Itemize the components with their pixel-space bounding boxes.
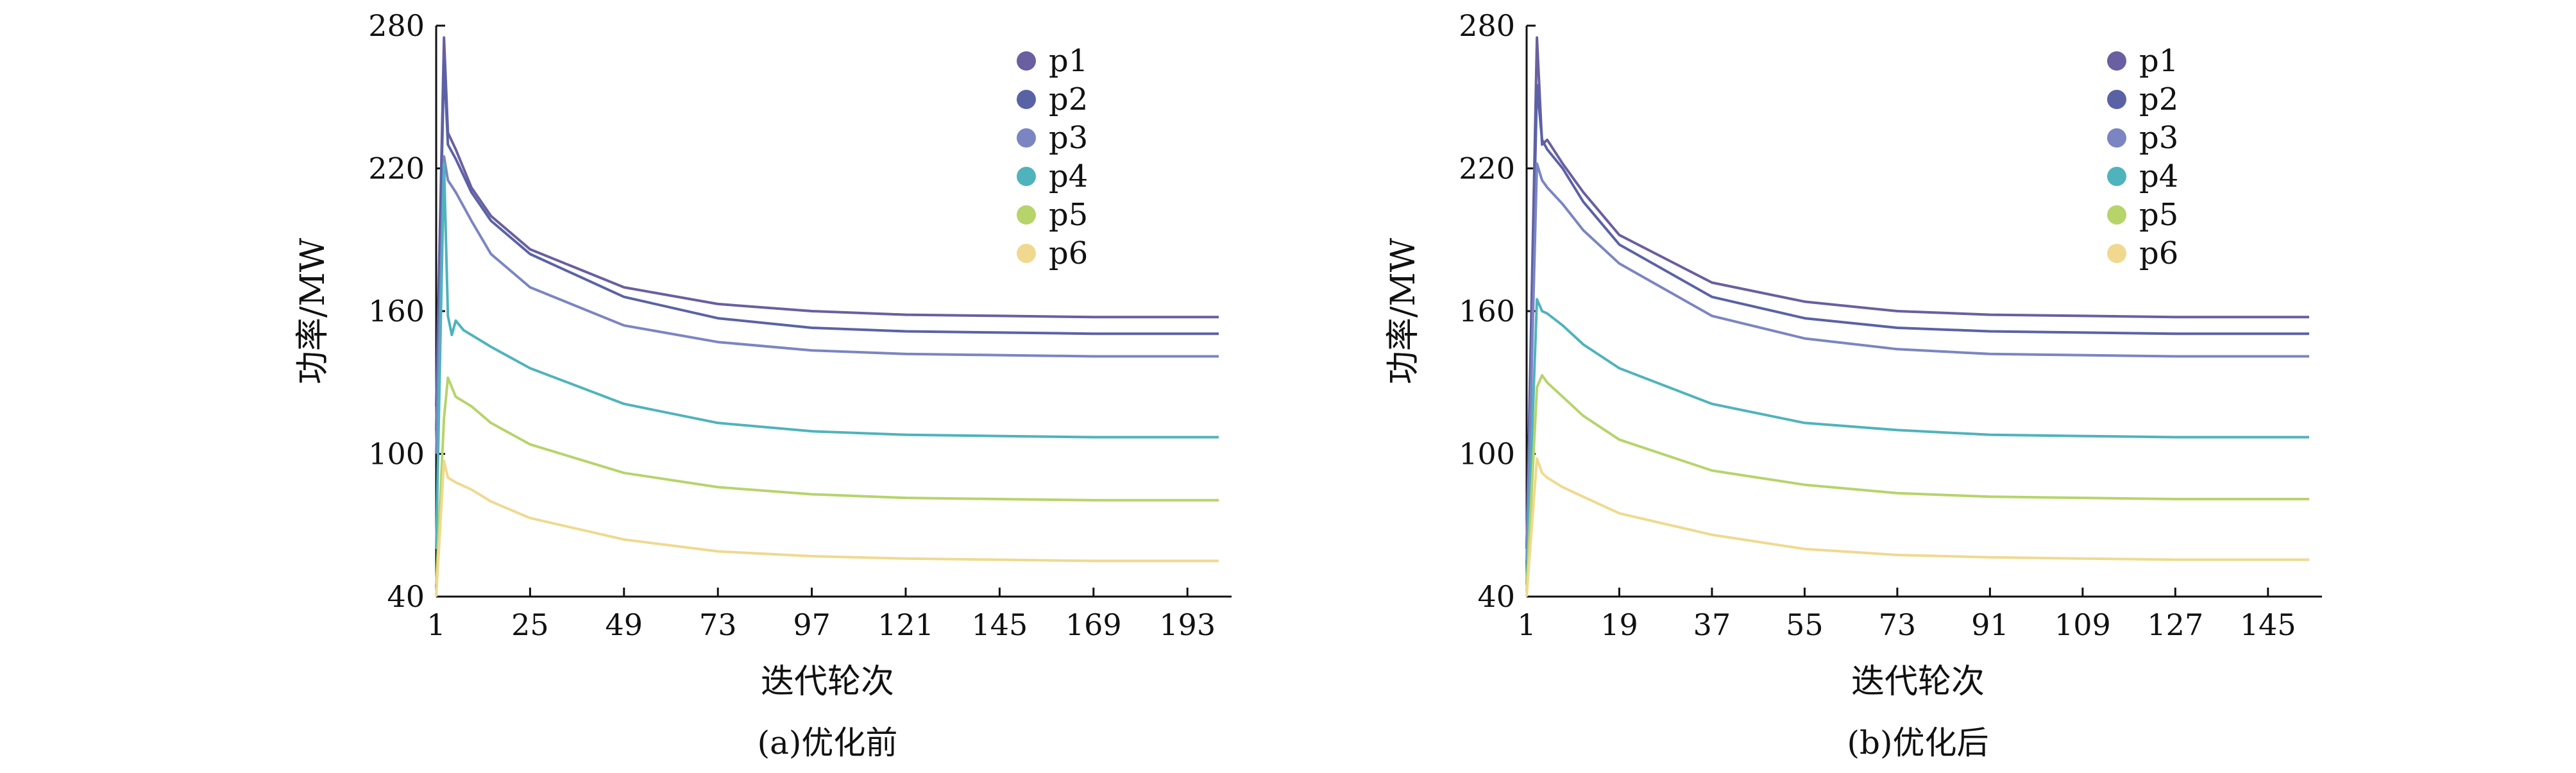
chart-panel-after: 40 100 160 220 280 1 19 37 55 73 91 109 127 145 迭代轮次 功率… bbox=[1366, 0, 2576, 773]
series-line-p6 bbox=[1525, 457, 2309, 597]
chart-panel-before: 40 100 160 220 280 1 25 49 73 97 121 145 169 193 迭代轮次 功… bbox=[276, 0, 1495, 773]
legend-label-p4: p4 bbox=[2139, 158, 2178, 194]
y-axis-label: 功率/MW bbox=[1384, 237, 1423, 384]
series-line-p2 bbox=[1525, 83, 2309, 549]
legend-marker-p3 bbox=[1017, 128, 1036, 148]
x-tick-label: 127 bbox=[2147, 607, 2203, 642]
series-line-p1 bbox=[1525, 36, 2309, 549]
legend-label-p6: p6 bbox=[2139, 235, 2178, 271]
y-tick-label: 160 bbox=[368, 294, 425, 328]
x-tick-label: 1 bbox=[427, 607, 445, 642]
legend-marker-p6 bbox=[2107, 244, 2126, 263]
chart-after: 40 100 160 220 280 1 19 37 55 73 91 109 127 145 迭代轮次 功率… bbox=[1384, 8, 2322, 761]
series-line-p3 bbox=[1525, 162, 2309, 561]
legend-label-p1: p1 bbox=[1049, 43, 1088, 79]
chart-caption: (b)优化后 bbox=[1847, 724, 1988, 761]
legend-label-p3: p3 bbox=[2139, 120, 2178, 156]
legend-marker-p5 bbox=[2107, 205, 2126, 225]
series-line-p5 bbox=[435, 376, 1219, 585]
chart-before: 40 100 160 220 280 1 25 49 73 97 121 145 169 193 迭代轮次 功… bbox=[294, 8, 1232, 761]
legend-label-p5: p5 bbox=[1049, 197, 1088, 233]
x-tick-label: 109 bbox=[2055, 607, 2111, 642]
legend-label-p2: p2 bbox=[2139, 81, 2178, 117]
legend-label-p5: p5 bbox=[2139, 197, 2178, 233]
legend-label-p2: p2 bbox=[1049, 81, 1088, 117]
legend-label-p3: p3 bbox=[1049, 120, 1088, 156]
y-tick-label: 40 bbox=[1477, 579, 1515, 614]
x-tick-label: 1 bbox=[1517, 607, 1536, 642]
series-line-p5 bbox=[1525, 374, 2309, 592]
y-tick-label: 220 bbox=[368, 151, 425, 186]
series-line-p4 bbox=[1525, 298, 2309, 585]
x-tick-label: 91 bbox=[1971, 607, 2009, 642]
x-tick-label: 121 bbox=[877, 607, 934, 642]
series-line-p6 bbox=[435, 459, 1219, 597]
x-axis-label: 迭代轮次 bbox=[761, 663, 894, 701]
x-tick-label: 169 bbox=[1065, 607, 1122, 642]
chart-caption: (a)优化前 bbox=[758, 724, 898, 761]
legend-marker-p1 bbox=[1017, 51, 1036, 71]
x-tick-label: 145 bbox=[2240, 607, 2296, 642]
legend-marker-p4 bbox=[1017, 167, 1036, 186]
y-tick-label: 40 bbox=[387, 579, 425, 614]
legend-label-p4: p4 bbox=[1049, 158, 1088, 194]
series-line-p1 bbox=[435, 36, 1219, 407]
series-line-p4 bbox=[435, 162, 1219, 549]
x-tick-label: 37 bbox=[1693, 607, 1731, 642]
legend-marker-p6 bbox=[1017, 244, 1036, 263]
legend-marker-p1 bbox=[2107, 51, 2126, 71]
y-tick-label: 280 bbox=[1459, 8, 1515, 43]
series-line-p3 bbox=[435, 155, 1219, 454]
x-tick-label: 49 bbox=[606, 607, 643, 642]
y-tick-label: 220 bbox=[1459, 151, 1515, 186]
legend-marker-p2 bbox=[1017, 90, 1036, 109]
legend-marker-p2 bbox=[2107, 90, 2126, 109]
legend-label-p1: p1 bbox=[2139, 43, 2178, 79]
series-line-p2 bbox=[435, 60, 1219, 430]
y-tick-label: 100 bbox=[368, 437, 425, 471]
legend-marker-p5 bbox=[1017, 205, 1036, 225]
legend-marker-p3 bbox=[2107, 128, 2126, 148]
x-tick-label: 145 bbox=[971, 607, 1028, 642]
y-tick-label: 280 bbox=[368, 8, 425, 43]
y-tick-label: 100 bbox=[1459, 437, 1515, 471]
y-tick-label: 160 bbox=[1459, 294, 1515, 328]
x-axis-label: 迭代轮次 bbox=[1851, 663, 1985, 701]
legend-marker-p4 bbox=[2107, 167, 2126, 186]
x-tick-label: 25 bbox=[511, 607, 549, 642]
x-tick-label: 73 bbox=[699, 607, 737, 642]
y-axis-label: 功率/MW bbox=[294, 237, 332, 384]
legend-label-p6: p6 bbox=[1049, 235, 1088, 271]
x-tick-label: 97 bbox=[793, 607, 831, 642]
x-tick-label: 193 bbox=[1159, 607, 1216, 642]
x-tick-label: 73 bbox=[1879, 607, 1917, 642]
x-tick-label: 19 bbox=[1600, 607, 1638, 642]
x-tick-label: 55 bbox=[1786, 607, 1824, 642]
